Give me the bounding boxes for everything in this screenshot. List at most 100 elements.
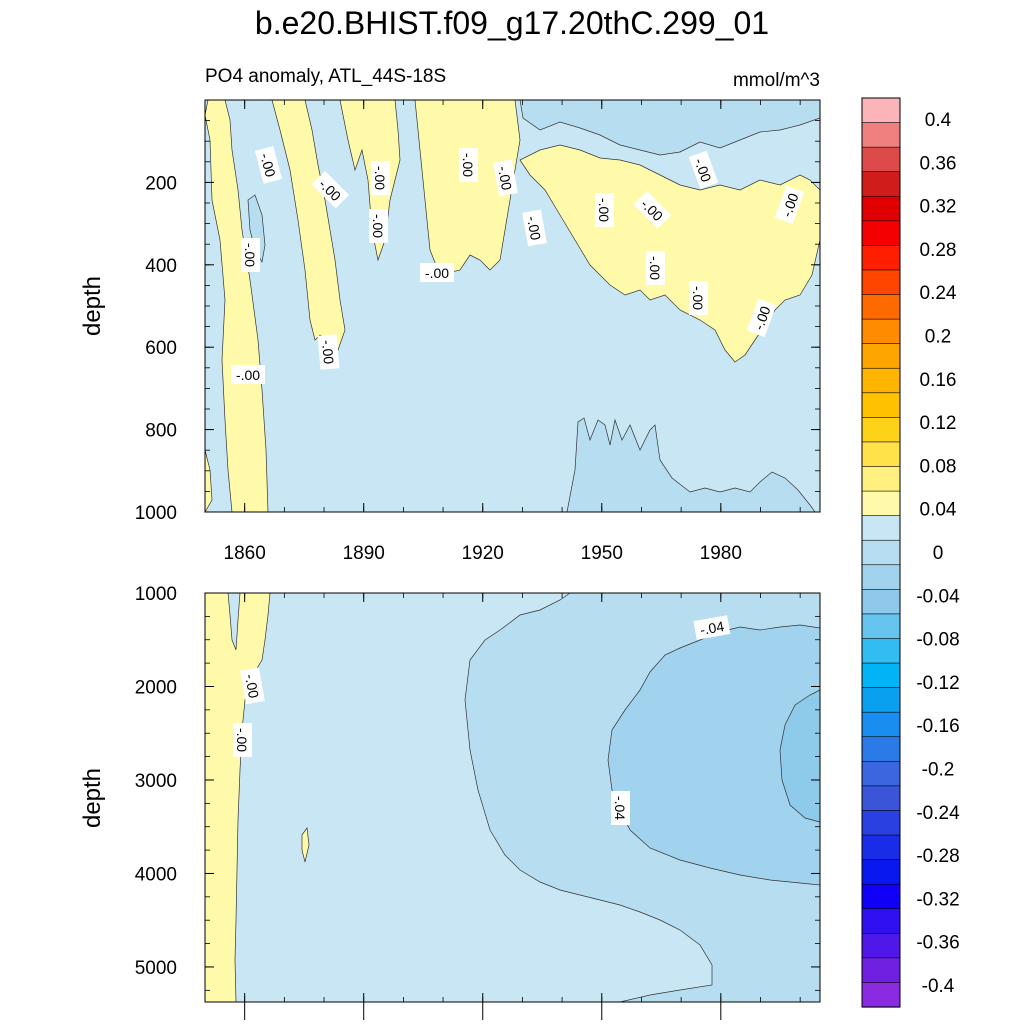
lower-darkest-region	[779, 689, 821, 823]
contour-label: -.00	[241, 238, 260, 272]
upper-positive-region-2	[271, 99, 346, 351]
upper-deep-anomaly-region	[566, 417, 816, 513]
contour-label-background	[311, 170, 350, 209]
contour-label: -.04	[611, 791, 630, 825]
lower-x-axis	[204, 593, 801, 1020]
contour-label-background	[420, 263, 454, 282]
contour-label-text: -.00	[495, 165, 515, 192]
contour-label-background	[688, 150, 719, 190]
lower-y-tick-label: 4000	[135, 864, 177, 885]
colorbar-swatch	[861, 859, 901, 885]
x-tick-label: 1890	[343, 543, 385, 564]
upper-positive-region-4	[414, 99, 521, 276]
lower-y-axis-label: depth	[79, 768, 106, 828]
contour-label-background	[611, 791, 630, 825]
contour-label-background	[240, 667, 265, 705]
contour-label-text: -.00	[236, 367, 260, 383]
contour-label-text: -.00	[460, 153, 476, 177]
colorbar-label: 0.08	[920, 456, 957, 477]
contour-label-background	[633, 190, 672, 229]
contour-label: -.00	[420, 263, 454, 282]
contour-label-background	[369, 209, 388, 243]
contour-label-text: -.00	[242, 673, 262, 700]
lower-y-tick-label: 3000	[135, 771, 177, 792]
contour-label-text: -.00	[524, 215, 544, 242]
contour-label-text: -.04	[612, 796, 628, 820]
colorbar-swatch	[861, 883, 901, 910]
contour-label-background	[493, 159, 518, 197]
colorbar-swatch	[861, 662, 901, 689]
colorbar-swatch	[861, 687, 901, 713]
colorbar-label: -0.2	[922, 760, 955, 781]
contour-label-text: -.00	[691, 156, 714, 184]
upper-x-axis: 1860 1890 1920 1950 1980	[204, 100, 801, 564]
contour-label-background	[317, 334, 340, 370]
colorbar-swatch	[861, 834, 901, 861]
colorbar-label: -0.4	[922, 976, 955, 997]
contour-label: -.00	[493, 159, 518, 197]
colorbar-swatch	[861, 736, 901, 762]
lower-y-tick-label: 2000	[135, 677, 177, 698]
contour-label-background	[522, 209, 547, 247]
contour-label-text: -.00	[778, 191, 801, 219]
contour-label-text: -.00	[690, 286, 706, 310]
contour-label-text: -.00	[319, 339, 337, 365]
contour-label-background	[459, 148, 478, 182]
contour-label-text: -.00	[647, 256, 663, 280]
colorbar-label: -0.08	[916, 630, 959, 651]
colorbar-swatch	[861, 466, 901, 492]
colorbar-swatch	[861, 613, 901, 640]
upper-positive-region-1	[204, 99, 269, 513]
contour-label-background	[233, 723, 252, 757]
colorbar-swatch	[861, 932, 901, 959]
colorbar-label: 0.16	[920, 370, 957, 391]
lower-contour-labels: -.00 -.00 -.04 -.04	[233, 615, 731, 825]
colorbar-label: 0	[933, 543, 944, 564]
colorbar-swatch	[861, 589, 901, 615]
colorbar-label: 0.36	[920, 153, 957, 174]
upper-y-tick-label: 800	[145, 421, 177, 442]
contour-label-text: -.04	[699, 618, 726, 638]
contour-label-text: -.00	[372, 166, 388, 190]
colorbar-swatch	[861, 711, 901, 738]
colorbar-label: 0.2	[925, 327, 951, 348]
upper-shallow-blue-region	[519, 99, 821, 156]
contour-label: -.00	[459, 148, 478, 182]
contour-label-text: -.00	[257, 151, 279, 179]
colorbar-swatch	[861, 417, 901, 443]
x-tick-label: 1920	[462, 543, 504, 564]
contour-label-background	[231, 365, 265, 384]
colorbar-label: 0.12	[920, 413, 957, 434]
contour-label-text: -.00	[425, 265, 449, 281]
x-tick-label: 1950	[581, 543, 623, 564]
colorbar-swatch	[861, 957, 901, 984]
colorbar-swatch	[861, 908, 901, 934]
colorbar-swatch	[861, 810, 901, 836]
lower-y-tick-label: 1000	[135, 584, 177, 605]
contour-label-text: -.00	[242, 243, 258, 267]
colorbar-swatch	[861, 490, 901, 517]
lower-panel: -.00 -.00 -.04 -.04 1000 2000 3000 4000 5000 de…	[79, 584, 821, 1020]
colorbar-label: -0.04	[916, 586, 960, 607]
chart-subtitle-left: PO4 anomaly, ATL_44S-18S	[205, 66, 446, 87]
colorbar-swatch	[861, 367, 901, 394]
colorbar-swatch	[861, 343, 901, 369]
colorbar-swatch	[861, 245, 901, 271]
contour-label-background	[774, 185, 805, 225]
lower-plot-frame	[204, 592, 821, 1003]
contour-label-background	[595, 193, 614, 227]
colorbar-swatch	[861, 171, 901, 197]
contour-label: -.00	[522, 209, 547, 247]
contour-label: -.00	[595, 193, 614, 227]
upper-y-tick-label: 200	[145, 173, 177, 194]
contour-label: -.00	[369, 209, 388, 243]
colorbar-swatch	[861, 638, 901, 664]
colorbar-label: -0.16	[916, 716, 959, 737]
upper-y-tick-label: 400	[145, 256, 177, 277]
colorbar: 0.4 0.36 0.32 0.28 0.24 0.2 0.16 0.12 0.08 0.04 0 -…	[861, 97, 960, 1008]
colorbar-label: -0.36	[916, 933, 959, 954]
colorbar-frame	[861, 97, 901, 1008]
colorbar-swatch	[861, 195, 901, 222]
lower-darker-region	[607, 624, 821, 886]
colorbar-swatch	[861, 269, 901, 296]
